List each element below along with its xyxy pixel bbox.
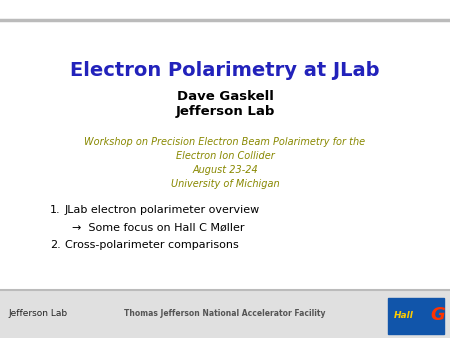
Text: Electron Ion Collider: Electron Ion Collider	[176, 151, 274, 161]
Text: →  Some focus on Hall C Møller: → Some focus on Hall C Møller	[72, 223, 244, 233]
Text: Workshop on Precision Electron Beam Polarimetry for the: Workshop on Precision Electron Beam Pola…	[85, 137, 365, 147]
Bar	[388, 298, 444, 334]
Text: August 23-24: August 23-24	[192, 165, 258, 175]
Bar	[0, 290, 450, 338]
Text: Electron Polarimetry at JLab: Electron Polarimetry at JLab	[70, 61, 380, 79]
Text: JLab electron polarimeter overview: JLab electron polarimeter overview	[65, 205, 260, 215]
Text: 1.: 1.	[50, 205, 61, 215]
Text: Jefferson Lab: Jefferson Lab	[176, 105, 274, 119]
Text: Jefferson Lab: Jefferson Lab	[8, 310, 67, 318]
Text: Dave Gaskell: Dave Gaskell	[176, 90, 274, 102]
Text: University of Michigan: University of Michigan	[171, 179, 279, 189]
Text: Hall: Hall	[394, 311, 414, 319]
Text: Thomas Jefferson National Accelerator Facility: Thomas Jefferson National Accelerator Fa…	[124, 310, 326, 318]
Text: Cross-polarimeter comparisons: Cross-polarimeter comparisons	[65, 240, 239, 250]
Text: 2.: 2.	[50, 240, 61, 250]
Text: G: G	[430, 306, 445, 324]
